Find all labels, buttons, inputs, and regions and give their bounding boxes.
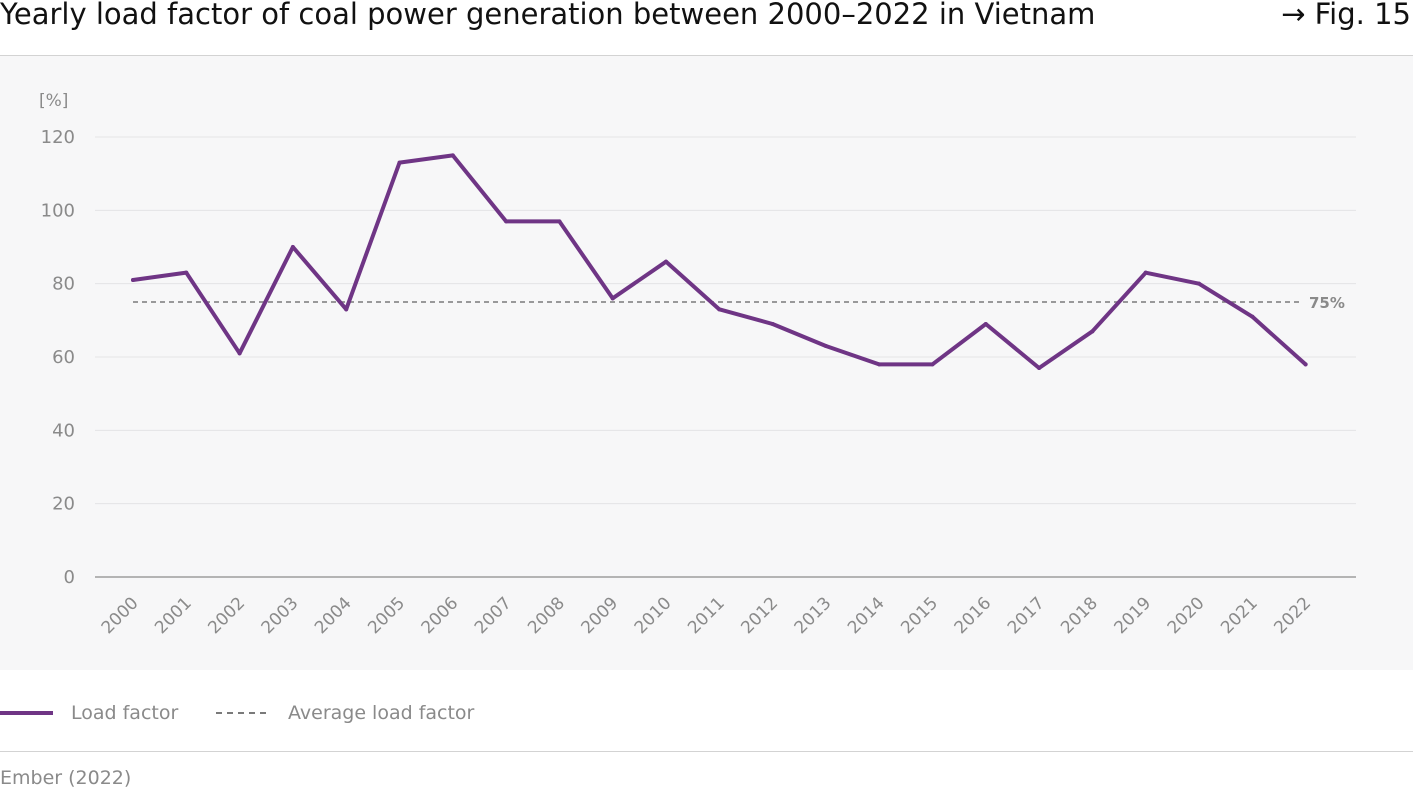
data-point-2021[interactable] xyxy=(1250,314,1255,319)
y-tick-label: 60 xyxy=(52,347,75,368)
x-tick-label: 2012 xyxy=(737,593,782,638)
chart-legend: Load factor Average load factor xyxy=(0,696,700,730)
figure-reference-link[interactable]: → Fig. 15 xyxy=(1281,0,1411,31)
plot-area-background xyxy=(0,56,1413,670)
x-tick-label: 2006 xyxy=(418,593,463,638)
y-tick-label: 20 xyxy=(52,494,75,515)
data-point-2006[interactable] xyxy=(450,153,455,158)
x-tick-label: 2013 xyxy=(791,593,836,638)
data-point-2010[interactable] xyxy=(664,259,668,264)
source-note: Ember (2022) xyxy=(0,767,132,789)
average-reference-line-group: 75% xyxy=(133,294,1345,312)
data-point-2001[interactable] xyxy=(184,270,189,275)
data-point-2013[interactable] xyxy=(823,344,828,348)
data-point-2015[interactable] xyxy=(930,362,935,367)
data-point-2016[interactable] xyxy=(983,322,988,326)
data-point-2002[interactable] xyxy=(237,351,242,356)
data-point-2017[interactable] xyxy=(1037,366,1042,370)
data-point-2000[interactable] xyxy=(131,278,135,282)
data-point-2007[interactable] xyxy=(504,219,509,224)
x-tick-label: 2003 xyxy=(258,593,303,638)
x-tick-label: 2009 xyxy=(578,593,623,638)
x-tick-label: 2020 xyxy=(1164,593,1209,638)
x-tick-label: 2019 xyxy=(1110,593,1155,638)
data-point-2009[interactable] xyxy=(610,296,615,301)
data-point-2008[interactable] xyxy=(557,219,562,224)
y-tick-label: 0 xyxy=(64,567,75,588)
series-line-load-factor xyxy=(131,153,1308,370)
legend-label-load-factor: Load factor xyxy=(71,702,179,724)
y-tick-label: 120 xyxy=(41,127,75,148)
y-tick-label: 80 xyxy=(52,274,75,295)
data-point-2018[interactable] xyxy=(1090,329,1095,334)
x-tick-label: 2018 xyxy=(1057,593,1102,638)
legend-item-average-load-factor[interactable]: Average load factor xyxy=(216,696,474,730)
data-point-2014[interactable] xyxy=(877,362,882,367)
data-point-2012[interactable] xyxy=(770,322,775,326)
data-point-2019[interactable] xyxy=(1143,270,1148,275)
data-point-2011[interactable] xyxy=(717,307,722,312)
x-tick-label: 2022 xyxy=(1270,593,1315,638)
y-tick-label: 100 xyxy=(41,200,75,221)
y-axis-unit-label: [%] xyxy=(39,91,68,111)
x-tick-label: 2001 xyxy=(151,593,196,638)
x-tick-label: 2017 xyxy=(1004,593,1049,638)
x-tick-label: 2014 xyxy=(844,593,889,638)
x-tick-label: 2011 xyxy=(684,593,729,638)
x-tick-labels: 2000 2001 2002 2003 2004 2005 2006 2007 2008 2009… xyxy=(98,593,1315,638)
data-point-2004[interactable] xyxy=(344,307,349,312)
x-tick-label: 2005 xyxy=(364,593,409,638)
x-tick-label: 2010 xyxy=(631,593,676,638)
x-tick-label: 2000 xyxy=(98,593,143,638)
x-tick-label: 2004 xyxy=(311,593,356,638)
data-point-2020[interactable] xyxy=(1197,281,1201,286)
x-tick-label: 2015 xyxy=(897,593,942,638)
x-tick-label: 2016 xyxy=(951,593,996,638)
x-tick-label: 2008 xyxy=(524,593,569,638)
data-point-2022[interactable] xyxy=(1303,362,1308,367)
x-tick-label: 2021 xyxy=(1217,593,1262,638)
y-tick-label: 40 xyxy=(52,420,75,441)
legend-label-average-load-factor: Average load factor xyxy=(288,702,475,724)
data-point-2003[interactable] xyxy=(290,245,295,249)
y-tick-labels: 0 20 40 60 80 100 120 xyxy=(41,127,75,588)
dashed-line-swatch-icon xyxy=(216,712,266,714)
average-reference-label: 75% xyxy=(1309,294,1345,312)
data-point-2005[interactable] xyxy=(397,160,402,165)
footer-divider xyxy=(0,751,1413,752)
series-layer xyxy=(131,153,1308,370)
x-tick-label: 2007 xyxy=(471,593,516,638)
solid-line-swatch-icon xyxy=(0,711,53,715)
chart-header: Yearly load factor of coal power generat… xyxy=(0,0,1413,56)
chart-title: Yearly load factor of coal power generat… xyxy=(0,0,1096,31)
legend-item-load-factor[interactable]: Load factor xyxy=(0,696,178,730)
gridlines xyxy=(95,136,1356,578)
x-tick-label: 2002 xyxy=(204,593,249,638)
